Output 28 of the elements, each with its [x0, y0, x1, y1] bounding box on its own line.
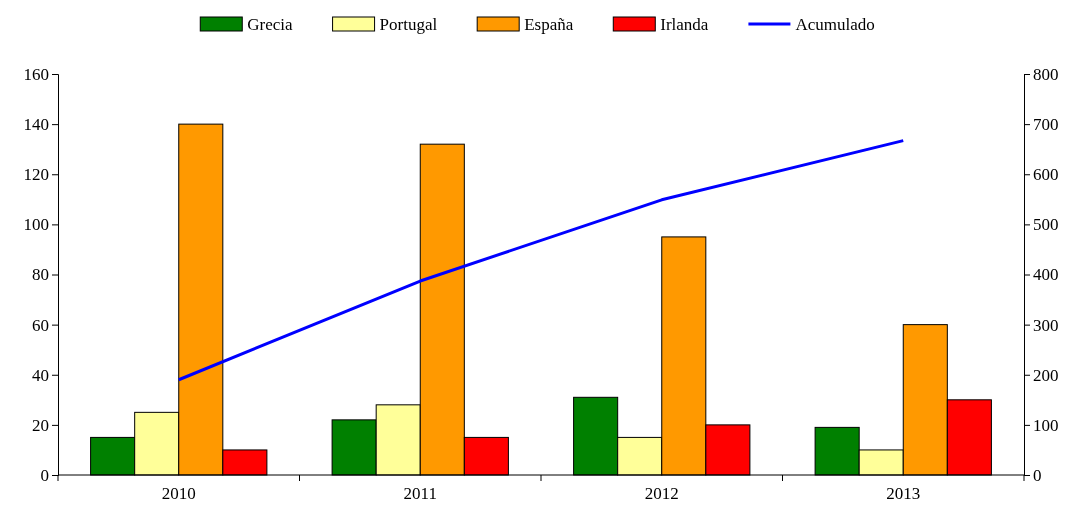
y2-tick-label: 200 — [1033, 365, 1059, 385]
y-tick-label: 60 — [32, 315, 49, 335]
y-tick-label: 20 — [32, 415, 49, 435]
y-tick-label: 120 — [23, 165, 49, 185]
legend-label: Acumulado — [795, 15, 875, 34]
x-tick-label: 2012 — [644, 484, 679, 504]
y2-tick-label: 300 — [1033, 315, 1059, 335]
y2-tick-label: 600 — [1033, 165, 1059, 185]
y-tick-label: 0 — [40, 465, 49, 485]
y2-tick-label: 400 — [1033, 265, 1059, 285]
y-tick-label: 100 — [23, 215, 49, 235]
y-tick-label: 40 — [32, 365, 49, 385]
y-tick-label: 140 — [23, 115, 49, 135]
y2-tick-label: 0 — [1033, 465, 1042, 485]
line-series — [177, 139, 905, 382]
legend-label: España — [524, 15, 574, 34]
y2-tick-label: 700 — [1033, 115, 1059, 135]
legend-label: Portugal — [379, 15, 438, 34]
y2-tick-label: 800 — [1033, 64, 1059, 84]
legend-label: Grecia — [247, 15, 294, 34]
y2-tick-label: 100 — [1033, 415, 1059, 435]
legend-label: Irlanda — [660, 15, 709, 34]
y-tick-label: 80 — [32, 265, 49, 285]
y-tick-label: 160 — [23, 64, 49, 84]
x-tick-label: 2011 — [403, 484, 437, 504]
x-tick-label: 2013 — [886, 484, 921, 504]
y2-tick-label: 500 — [1033, 215, 1059, 235]
x-tick-label: 2010 — [161, 484, 196, 504]
